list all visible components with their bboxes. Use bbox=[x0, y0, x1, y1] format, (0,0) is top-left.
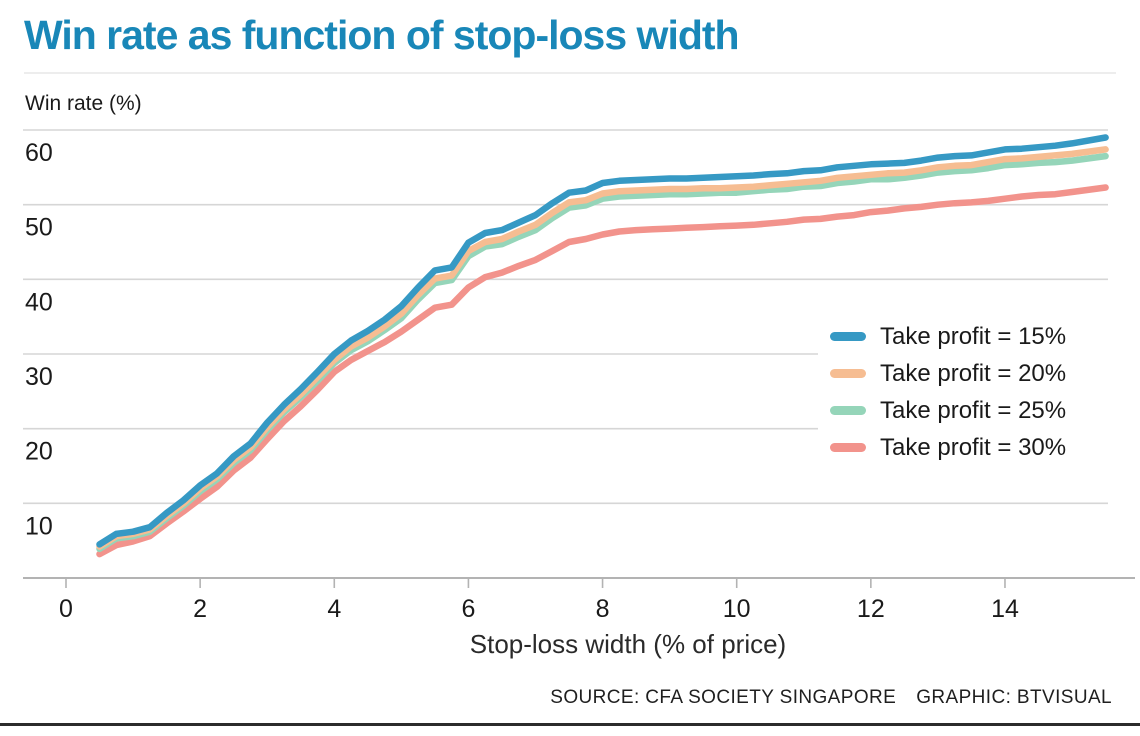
x-tick-label-12: 12 bbox=[857, 595, 885, 620]
x-axis-title: Stop-loss width (% of price) bbox=[469, 629, 787, 659]
x-tick-label-14: 14 bbox=[991, 595, 1019, 620]
legend-label: Take profit = 15% bbox=[880, 322, 1067, 350]
y-tick-label-60: 60 bbox=[25, 139, 53, 167]
x-tick-label-10: 10 bbox=[723, 595, 751, 620]
series-line-take-profit-30- bbox=[96, 184, 1109, 558]
title-divider bbox=[24, 72, 1116, 74]
x-tick-label-8: 8 bbox=[596, 595, 610, 620]
legend-row: Take profit = 30% bbox=[818, 431, 1112, 465]
x-tick-label-4: 4 bbox=[327, 595, 341, 620]
y-tick-label-40: 40 bbox=[25, 288, 53, 316]
x-tick-label-2: 2 bbox=[193, 595, 207, 620]
legend-row: Take profit = 25% bbox=[818, 394, 1112, 428]
y-tick-label-20: 20 bbox=[25, 438, 53, 466]
legend-swatch-icon bbox=[830, 406, 866, 415]
source-credit: SOURCE: CFA SOCIETY SINGAPORE GRAPHIC: BT… bbox=[12, 687, 1112, 709]
chart-legend: Take profit = 15% Take profit = 20% Take p… bbox=[818, 316, 1112, 468]
legend-row: Take profit = 20% bbox=[818, 357, 1112, 391]
legend-row: Take profit = 15% bbox=[818, 320, 1112, 354]
bottom-rule bbox=[0, 723, 1140, 726]
y-axis-unit-label: Win rate (%) bbox=[25, 92, 142, 115]
legend-swatch-icon bbox=[830, 369, 866, 378]
y-tick-label-10: 10 bbox=[25, 512, 53, 540]
page-title: Win rate as function of stop-loss width bbox=[24, 12, 740, 58]
source-text: SOURCE: CFA SOCIETY SINGAPORE bbox=[550, 687, 897, 708]
x-tick-label-6: 6 bbox=[461, 595, 475, 620]
legend-swatch-icon bbox=[830, 443, 866, 452]
line-chart: 10 20 30 40 50 60 0 2 4 6 8 10 12 14 bbox=[23, 129, 1135, 620]
series-line-take-profit-15- bbox=[96, 134, 1109, 548]
legend-swatch-icon bbox=[830, 332, 866, 341]
y-tick-label-30: 30 bbox=[25, 363, 53, 391]
legend-label: Take profit = 20% bbox=[880, 359, 1067, 387]
graphic-credit-text: GRAPHIC: BTVISUAL bbox=[916, 687, 1112, 708]
legend-label: Take profit = 25% bbox=[880, 396, 1067, 424]
x-tick-label-0: 0 bbox=[59, 595, 73, 620]
legend-label: Take profit = 30% bbox=[880, 433, 1067, 461]
y-tick-label-50: 50 bbox=[25, 214, 53, 242]
